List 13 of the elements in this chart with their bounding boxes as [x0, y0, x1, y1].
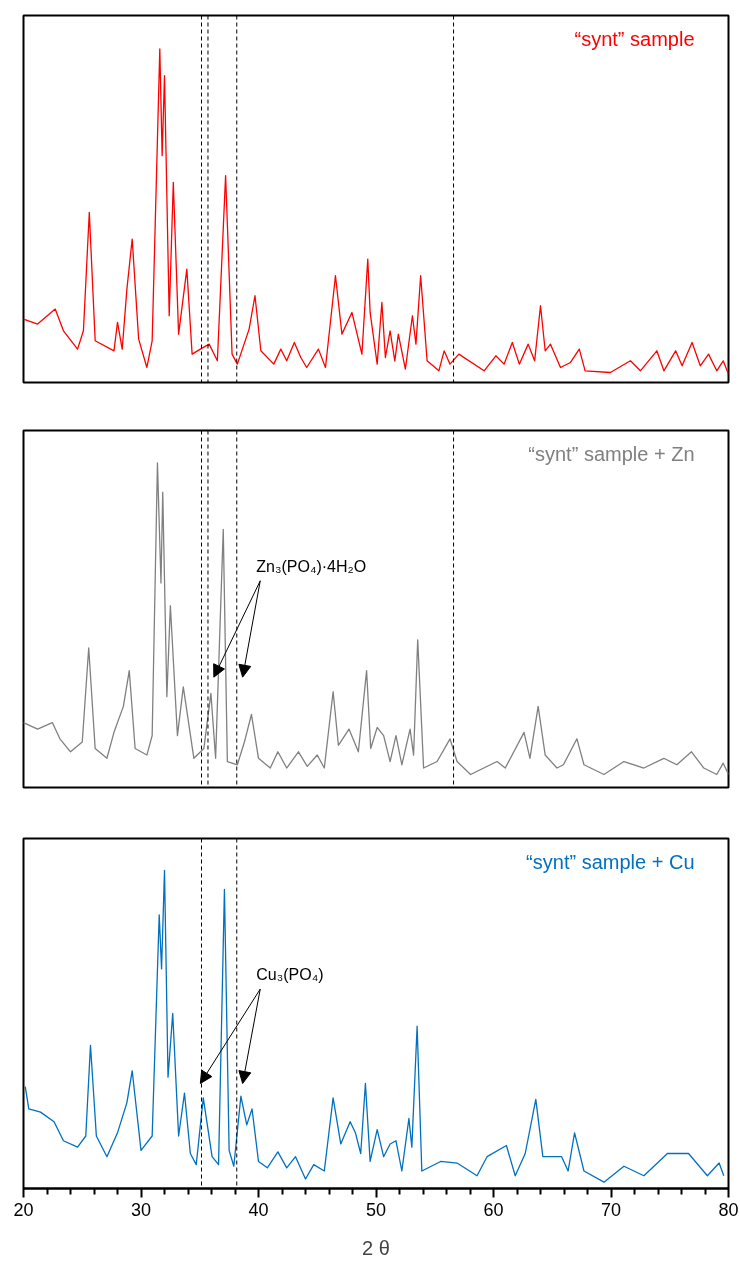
- x-tick-label: 20: [13, 1199, 34, 1220]
- x-tick-label: 80: [718, 1199, 739, 1220]
- x-tick-label: 30: [130, 1199, 152, 1220]
- x-axis-title: 2 θ: [362, 1236, 390, 1259]
- annotation: Cu₃(PO₄): [256, 966, 324, 983]
- x-tick-label: 50: [365, 1199, 387, 1220]
- x-tick-label: 70: [600, 1199, 622, 1220]
- text: “synt” sample: [574, 27, 695, 50]
- x-tick-label: 40: [248, 1199, 269, 1220]
- annotation: Zn₃(PO₄)·4H₂O: [256, 557, 367, 575]
- x-tick-label: 60: [483, 1199, 504, 1220]
- text: “synt” sample + Cu: [526, 850, 695, 873]
- text: “synt” sample + Zn: [528, 442, 695, 465]
